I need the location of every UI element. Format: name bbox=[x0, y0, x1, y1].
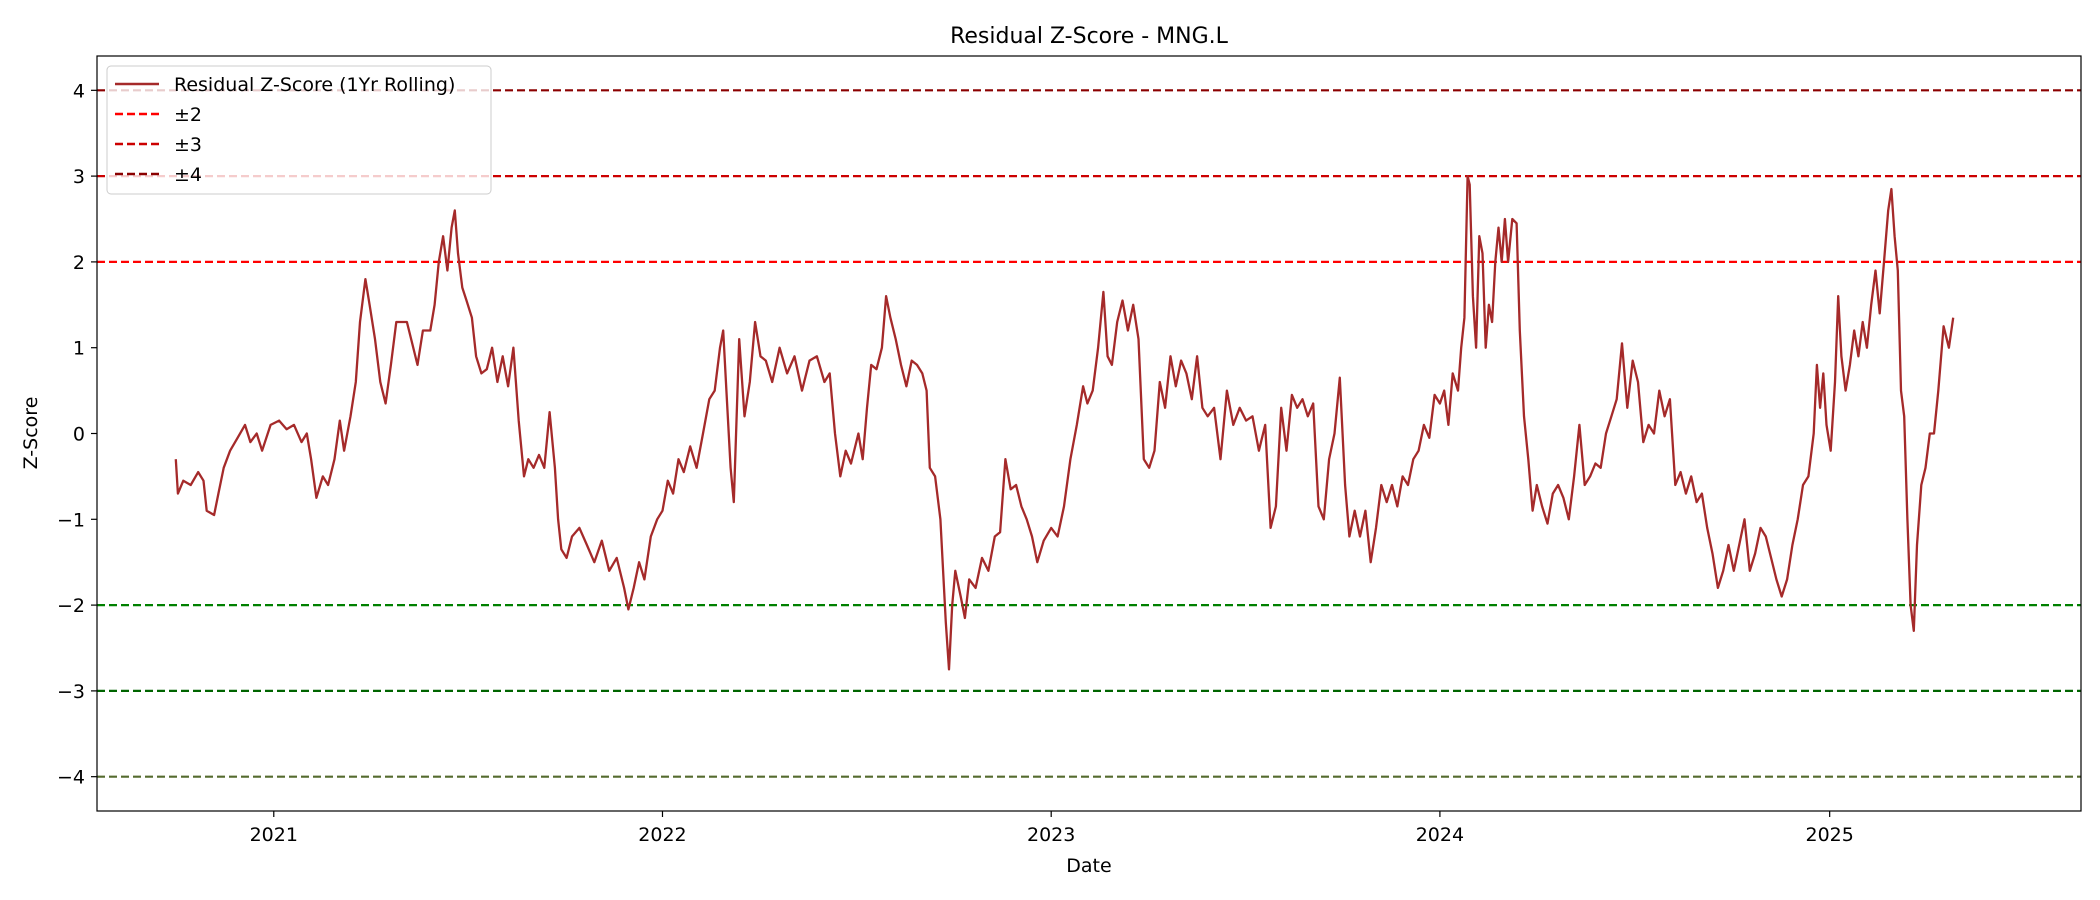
y-tick-label: 1 bbox=[73, 338, 85, 360]
x-tick-label: 2024 bbox=[1416, 824, 1464, 846]
y-tick-label: 0 bbox=[73, 424, 85, 446]
x-tick-label: 2021 bbox=[250, 824, 298, 846]
y-tick-label: −2 bbox=[57, 595, 85, 617]
y-tick-label: −3 bbox=[57, 681, 85, 703]
y-tick-label: 2 bbox=[73, 252, 85, 274]
legend: Residual Z-Score (1Yr Rolling) ±2 ±3 ±4 bbox=[106, 65, 492, 195]
legend-label: ±3 bbox=[174, 134, 202, 156]
x-tick-label: 2023 bbox=[1027, 824, 1075, 846]
legend-box bbox=[106, 65, 492, 195]
y-tick-label: −4 bbox=[57, 767, 85, 789]
y-axis-label: Z-Score bbox=[20, 397, 42, 470]
x-axis-label: Date bbox=[1066, 855, 1111, 877]
x-tick-label: 2025 bbox=[1805, 824, 1853, 846]
series-layer bbox=[174, 174, 1955, 671]
chart-title: Residual Z-Score - MNG.L bbox=[950, 24, 1229, 49]
y-axis-ticks: −4 −3 −2 −1 0 1 2 3 4 bbox=[57, 80, 97, 789]
series-line-0 bbox=[174, 174, 1955, 671]
x-tick-label: 2022 bbox=[638, 824, 686, 846]
y-tick-label: −1 bbox=[57, 509, 85, 531]
legend-label: ±4 bbox=[174, 164, 202, 186]
legend-label: ±2 bbox=[174, 104, 202, 126]
x-axis-ticks: 2021 2022 2023 2024 2025 bbox=[250, 811, 1854, 846]
y-tick-label: 4 bbox=[73, 80, 85, 102]
y-tick-label: 3 bbox=[73, 166, 85, 188]
legend-label: Residual Z-Score (1Yr Rolling) bbox=[174, 74, 455, 96]
